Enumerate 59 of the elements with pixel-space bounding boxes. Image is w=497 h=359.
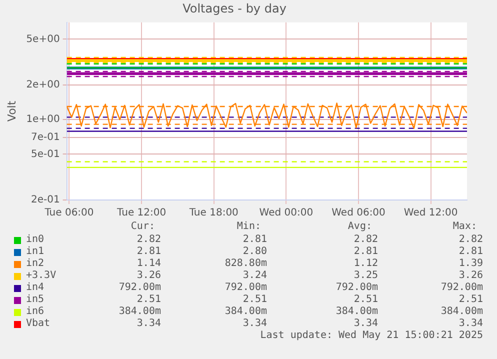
- text: 384.00m: [224, 306, 267, 318]
- text: 384.00m: [440, 306, 483, 318]
- text: 792.00m: [118, 282, 161, 294]
- x-tick-label: Wed 00:00: [259, 208, 314, 219]
- text: 3.34: [242, 318, 267, 330]
- y-tick-label: 7e-01: [30, 132, 60, 144]
- text: 3.34: [458, 318, 483, 330]
- text: 2.81: [354, 246, 378, 258]
- legend-label: +3.3V: [26, 270, 56, 282]
- y-tick-label: 1e+00: [26, 114, 60, 126]
- text: Last update: Wed May 21 15:00:21 2025: [260, 330, 483, 342]
- text: 1.12: [354, 258, 378, 270]
- text: 2.81: [242, 234, 267, 246]
- legend-label: in5: [26, 294, 44, 306]
- text: 2.80: [242, 246, 267, 258]
- x-tick-label: Tue 06:00: [44, 208, 94, 219]
- y-tick-label: 2e+00: [26, 80, 60, 91]
- text: Cur:: [130, 221, 155, 233]
- y-tick-label: 5e-01: [30, 148, 60, 160]
- x-tick-label: Tue 18:00: [188, 208, 238, 219]
- legend-label: Vbat: [26, 318, 50, 330]
- text: 792.00m: [336, 282, 378, 294]
- y-tick-label: 5e+00: [26, 34, 60, 45]
- text: 2.82: [458, 234, 483, 246]
- text: 2.51: [354, 294, 378, 306]
- legend-label: in0: [26, 234, 44, 246]
- text: Max:: [452, 221, 477, 233]
- text: 2.82: [354, 234, 378, 246]
- text: 792.00m: [440, 282, 483, 294]
- chart-title: Voltages - by day: [182, 1, 286, 16]
- text: 3.26: [136, 270, 161, 282]
- text: 1.39: [458, 258, 483, 270]
- text: 2.81: [458, 246, 483, 258]
- x-tick-label: Tue 12:00: [116, 208, 166, 219]
- y-axis-title: Volt: [5, 100, 18, 122]
- text: Min:: [236, 221, 261, 233]
- text: 3.25: [354, 270, 378, 282]
- x-tick-label: Wed 06:00: [332, 208, 386, 219]
- text: 2.51: [458, 294, 483, 306]
- text: 2.51: [242, 294, 267, 306]
- text: 3.26: [458, 270, 483, 282]
- legend-label: in1: [26, 246, 44, 258]
- text: 384.00m: [336, 306, 378, 318]
- legend-label: in2: [26, 258, 44, 270]
- text: 1.14: [136, 258, 161, 270]
- text: 3.34: [354, 318, 378, 330]
- text: 2.81: [136, 246, 161, 258]
- text: 3.34: [136, 318, 161, 330]
- text: 828.80m: [224, 258, 267, 270]
- text: 2.51: [136, 294, 161, 306]
- text: 2.82: [136, 234, 161, 246]
- x-tick-label: Wed 12:00: [404, 208, 458, 219]
- legend-label: in6: [26, 306, 44, 318]
- y-tick-label: 2e-01: [30, 194, 60, 206]
- text: Avg:: [348, 221, 372, 233]
- text: 792.00m: [224, 282, 267, 294]
- text: 384.00m: [118, 306, 161, 318]
- legend-label: in4: [26, 282, 44, 294]
- text: 3.24: [242, 270, 267, 282]
